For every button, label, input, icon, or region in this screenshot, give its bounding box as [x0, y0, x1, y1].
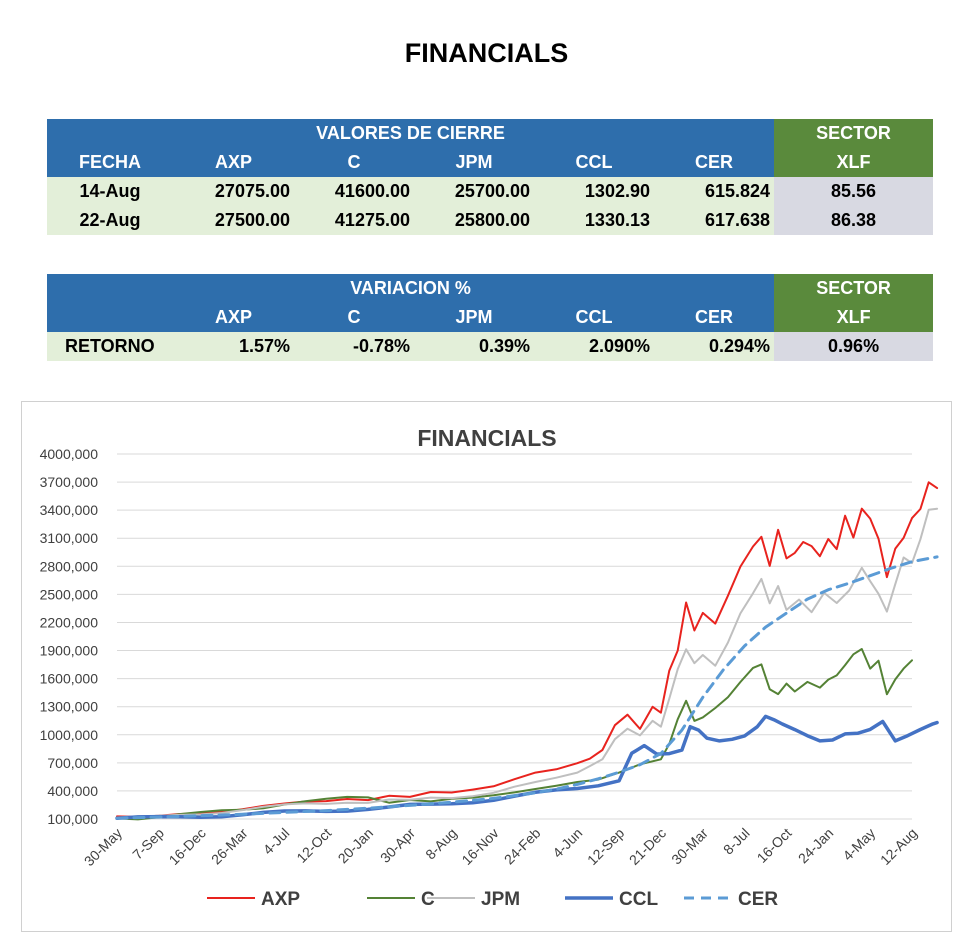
sector-cell: 85.56 — [774, 177, 934, 206]
table-row: 14-Aug 27075.00 41600.00 25700.00 1302.9… — [47, 177, 934, 206]
column-header: JPM — [414, 303, 534, 332]
legend-label-jpm: JPM — [481, 889, 520, 910]
table-row: 22-Aug 27500.00 41275.00 25800.00 1330.1… — [47, 206, 934, 235]
value-cell: 41275.00 — [294, 206, 414, 235]
value-cell: 0.39% — [414, 332, 534, 361]
x-tick-label: 12-Sep — [584, 825, 627, 868]
y-tick-label: 2800,000 — [40, 558, 99, 574]
column-header: C — [294, 303, 414, 332]
column-header — [47, 303, 173, 332]
y-tick-label: 4000,000 — [40, 446, 99, 462]
date-cell: 22-Aug — [47, 206, 173, 235]
y-tick-label: 1300,000 — [40, 699, 99, 715]
x-tick-label: 8-Jul — [720, 825, 753, 858]
y-tick-label: 1900,000 — [40, 643, 99, 659]
variation-group-header: VARIACION % — [47, 274, 775, 303]
series-line-jpm — [116, 507, 939, 820]
y-tick-label: 100,000 — [47, 811, 98, 827]
row-label: RETORNO — [47, 332, 173, 361]
column-header: CCL — [534, 148, 654, 177]
legend-label-axp: AXP — [261, 889, 300, 910]
value-cell: 27075.00 — [173, 177, 294, 206]
y-tick-label: 3400,000 — [40, 502, 99, 518]
page-title: FINANCIALS — [404, 38, 569, 68]
variation-table: VARIACION % SECTOR AXP C JPM CCL CER XLF… — [47, 274, 934, 361]
closing-sector-header: SECTOR — [774, 119, 934, 148]
x-tick-label: 16-Dec — [166, 825, 209, 868]
column-header: FECHA — [47, 148, 173, 177]
y-tick-label: 3700,000 — [40, 474, 99, 490]
x-tick-label: 16-Nov — [458, 825, 501, 868]
value-cell: 25800.00 — [414, 206, 534, 235]
x-tick-label: 4-Jul — [260, 825, 293, 858]
value-cell: 1302.90 — [534, 177, 654, 206]
value-cell: -0.78% — [294, 332, 414, 361]
sector-cell: 0.96% — [774, 332, 934, 361]
value-cell: 617.638 — [654, 206, 775, 235]
x-tick-label: 4-Jun — [549, 825, 585, 861]
column-header: AXP — [173, 303, 294, 332]
x-tick-label: 16-Oct — [754, 825, 795, 866]
column-header: XLF — [774, 148, 934, 177]
x-tick-label: 12-Oct — [293, 825, 334, 866]
value-cell: 615.824 — [654, 177, 775, 206]
value-cell: 27500.00 — [173, 206, 294, 235]
series-line-c — [116, 648, 913, 821]
x-tick-label: 21-Dec — [626, 825, 669, 868]
value-cell: 41600.00 — [294, 177, 414, 206]
x-tick-label: 30-Mar — [668, 825, 711, 868]
column-header: JPM — [414, 148, 534, 177]
y-tick-label: 2200,000 — [40, 614, 99, 630]
x-tick-label: 24-Jan — [795, 825, 837, 867]
closing-group-header-row: VALORES DE CIERRE SECTOR — [47, 119, 934, 148]
value-cell: 1330.13 — [534, 206, 654, 235]
column-header: C — [294, 148, 414, 177]
series-line-ccl — [115, 714, 939, 821]
closing-group-header: VALORES DE CIERRE — [47, 119, 775, 148]
chart-container: FINANCIALS 100,000 400,000 700,000 1000,000 1… — [21, 401, 952, 932]
y-tick-label: 2500,000 — [40, 586, 99, 602]
y-tick-label: 3100,000 — [40, 530, 99, 546]
line-chart: FINANCIALS 100,000 400,000 700,000 1000,000 1… — [40, 425, 939, 910]
x-tick-label: 12-Aug — [877, 825, 920, 868]
variation-column-header-row: AXP C JPM CCL CER XLF — [47, 303, 934, 332]
x-tick-label: 30-May — [81, 825, 125, 869]
value-cell: 2.090% — [534, 332, 654, 361]
x-tick-label: 7-Sep — [129, 825, 167, 863]
legend-label-c: C — [421, 889, 435, 910]
variation-group-header-row: VARIACION % SECTOR — [47, 274, 934, 303]
column-header: XLF — [774, 303, 934, 332]
table-row: RETORNO 1.57% -0.78% 0.39% 2.090% 0.294%… — [47, 332, 934, 361]
x-tick-label: 4-May — [839, 825, 878, 864]
x-tick-label: 24-Feb — [501, 825, 544, 868]
date-cell: 14-Aug — [47, 177, 173, 206]
series-line-cer — [115, 555, 939, 820]
legend-label-ccl: CCL — [619, 889, 658, 910]
y-tick-label: 700,000 — [47, 755, 98, 771]
chart-title: FINANCIALS — [417, 425, 556, 451]
x-tick-label: 30-Apr — [377, 825, 418, 866]
series-line-axp — [116, 481, 939, 818]
sector-cell: 86.38 — [774, 206, 934, 235]
y-tick-label: 1000,000 — [40, 727, 99, 743]
value-cell: 0.294% — [654, 332, 775, 361]
column-header: CER — [654, 303, 775, 332]
x-tick-label: 8-Aug — [422, 825, 460, 863]
y-tick-label: 1600,000 — [40, 671, 99, 687]
column-header: AXP — [173, 148, 294, 177]
variation-sector-header: SECTOR — [774, 274, 934, 303]
closing-values-table: VALORES DE CIERRE SECTOR FECHA AXP C JPM… — [47, 119, 934, 235]
x-tick-label: 26-Mar — [208, 825, 251, 868]
value-cell: 25700.00 — [414, 177, 534, 206]
value-cell: 1.57% — [173, 332, 294, 361]
column-header: CER — [654, 148, 775, 177]
closing-column-header-row: FECHA AXP C JPM CCL CER XLF — [47, 148, 934, 177]
legend-label-cer: CER — [738, 889, 778, 910]
y-tick-label: 400,000 — [47, 783, 98, 799]
column-header: CCL — [534, 303, 654, 332]
x-tick-label: 20-Jan — [335, 825, 377, 867]
